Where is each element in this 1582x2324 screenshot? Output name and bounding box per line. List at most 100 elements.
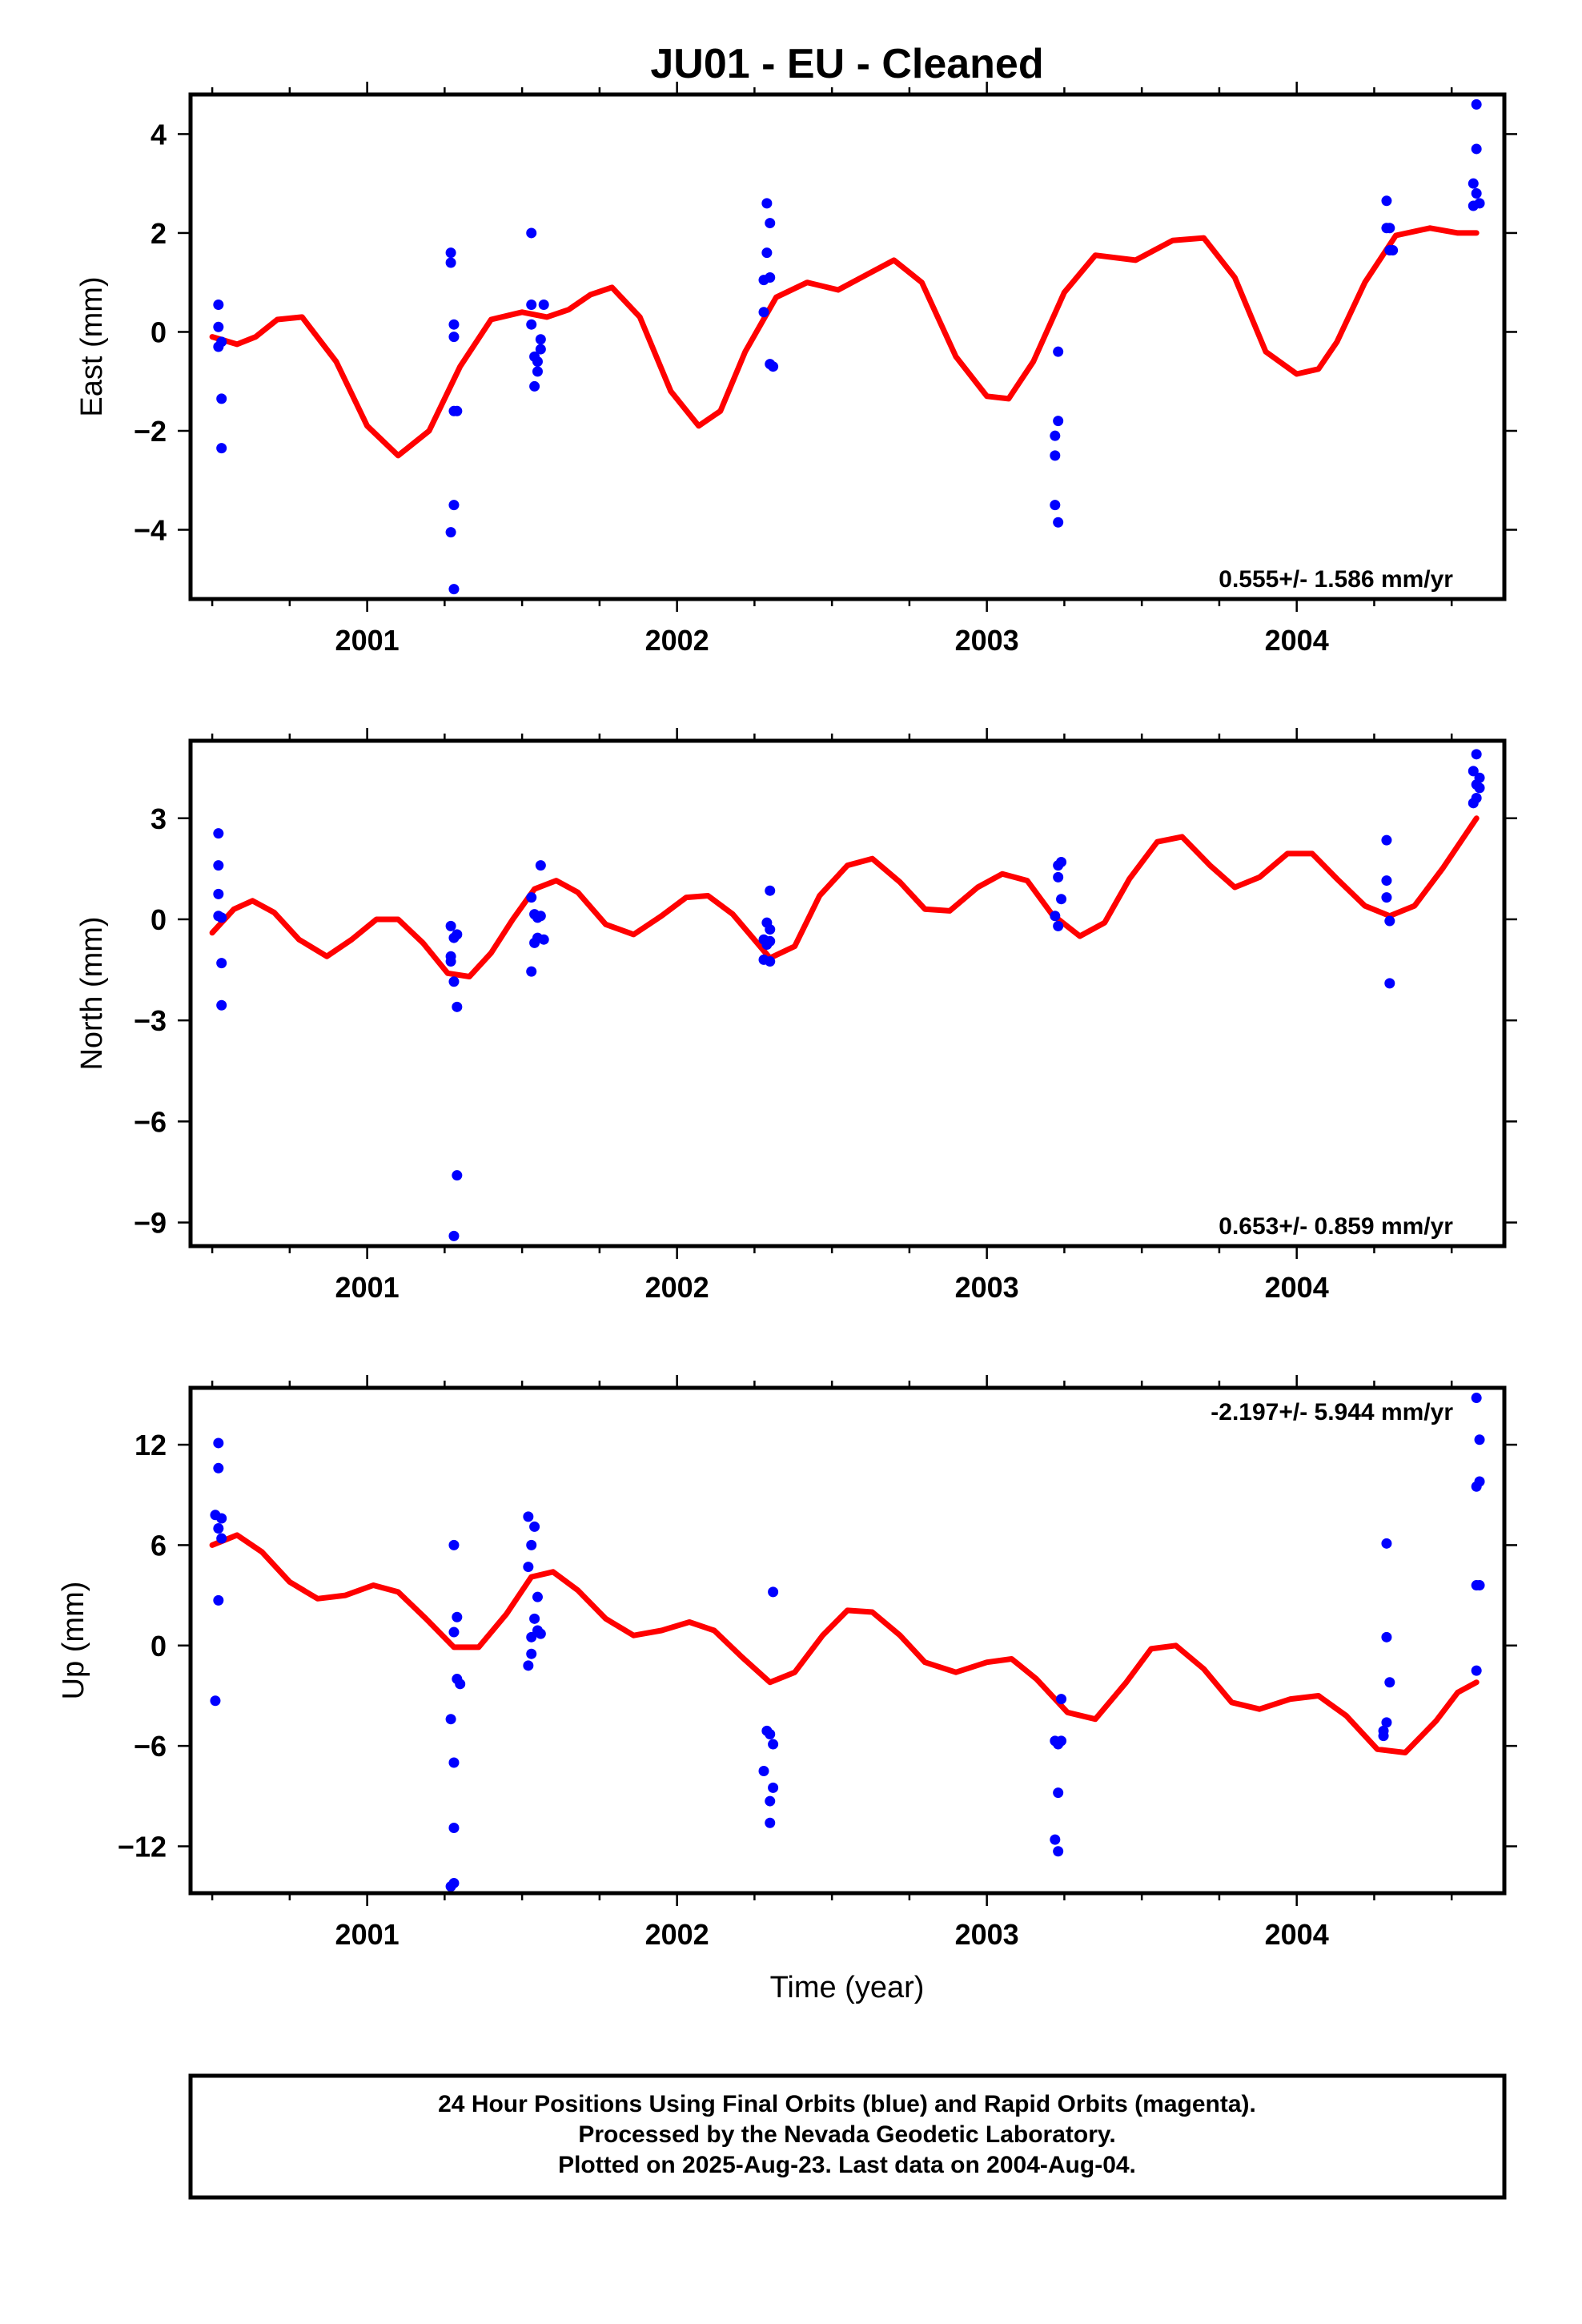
data-point: [213, 888, 224, 899]
data-point: [1381, 892, 1392, 903]
data-point: [216, 912, 227, 923]
data-point: [216, 443, 227, 454]
data-point: [216, 1533, 227, 1544]
data-point: [445, 527, 456, 538]
east-data: [209, 99, 1485, 595]
x-tick-label: 2004: [1265, 1918, 1329, 1951]
data-point: [758, 1765, 769, 1776]
y-tick-label: −9: [134, 1207, 167, 1240]
data-point: [1050, 1834, 1061, 1845]
y-tick-label: −12: [118, 1830, 167, 1863]
data-point: [445, 920, 456, 931]
data-point: [216, 336, 227, 348]
data-point: [1471, 1393, 1482, 1404]
data-point: [526, 1648, 537, 1659]
data-point: [1381, 834, 1392, 846]
data-point: [1053, 1846, 1064, 1857]
data-point: [445, 257, 456, 268]
data-point: [526, 319, 537, 330]
rate-annotation: 0.653+/- 0.859 mm/yr: [1219, 1213, 1453, 1240]
data-point: [1474, 1580, 1485, 1591]
y-tick-label: 6: [151, 1529, 167, 1562]
data-point: [216, 999, 227, 1011]
data-point: [448, 1823, 460, 1834]
data-point: [1471, 1481, 1482, 1492]
data-point: [216, 958, 227, 969]
data-point: [1468, 178, 1479, 189]
plot-frame: [188, 738, 1507, 1248]
data-point: [761, 939, 773, 951]
up-panel: 2001 2002 2003 2004 12 6 0 −6 −12 Up (mm) -2.197+/…: [57, 1375, 1517, 1951]
data-point: [1053, 871, 1064, 883]
data-point: [1471, 143, 1482, 155]
data-point: [765, 1729, 776, 1740]
x-tick-label: 2003: [955, 1918, 1019, 1951]
y-axis-label: North (mm): [75, 916, 109, 1070]
data-point: [448, 1757, 460, 1768]
data-point: [1050, 500, 1061, 511]
footer-line-2: Processed by the Nevada Geodetic Laborat…: [578, 2121, 1115, 2148]
data-point: [1056, 894, 1067, 905]
data-point: [529, 1521, 540, 1532]
y-tick-label: 0: [151, 1630, 167, 1663]
data-point: [765, 885, 776, 896]
data-point: [448, 332, 460, 343]
data-point: [765, 924, 776, 935]
data-point: [445, 956, 456, 967]
data-point: [768, 1739, 779, 1750]
plot-frame: [188, 1385, 1507, 1896]
x-tick-label: 2004: [1265, 1271, 1329, 1304]
data-point: [1056, 1735, 1067, 1747]
x-tick-label: 2001: [335, 1271, 400, 1304]
y-tick-label: 12: [135, 1429, 167, 1462]
data-point: [529, 380, 540, 392]
rate-annotation: 0.555+/- 1.586 mm/yr: [1219, 566, 1453, 593]
data-point: [526, 966, 537, 977]
data-point: [526, 300, 537, 310]
data-point: [765, 218, 776, 229]
model-curve: [209, 225, 1480, 459]
data-point: [213, 1437, 224, 1449]
data-point: [758, 307, 769, 318]
data-point: [1474, 1434, 1485, 1445]
data-point: [213, 1594, 224, 1606]
data-point: [448, 319, 460, 330]
data-point: [1474, 782, 1485, 794]
y-tick-label: 2: [151, 217, 167, 250]
data-point: [1471, 99, 1482, 110]
data-point: [761, 198, 773, 209]
data-point: [538, 934, 549, 945]
data-point: [768, 361, 779, 372]
data-point: [1381, 1717, 1392, 1728]
x-tick-label: 2004: [1265, 624, 1329, 657]
data-point: [452, 929, 463, 940]
data-point: [535, 334, 546, 345]
data-point: [1381, 195, 1392, 207]
data-point: [523, 1511, 534, 1522]
model-curve: [209, 1532, 1480, 1755]
data-point: [1053, 860, 1064, 871]
data-point: [1471, 188, 1482, 199]
data-point: [213, 828, 224, 839]
data-point: [1471, 749, 1482, 760]
data-point: [1384, 978, 1395, 989]
data-point: [532, 366, 543, 377]
data-point: [1474, 198, 1485, 209]
plot-frame: [188, 92, 1507, 601]
data-point: [529, 1613, 540, 1624]
y-tick-label: 0: [151, 903, 167, 936]
data-point: [765, 956, 776, 967]
data-point: [1381, 875, 1392, 887]
data-point: [455, 1679, 466, 1690]
y-tick-label: −6: [134, 1105, 167, 1138]
data-point: [213, 300, 224, 310]
data-point: [1381, 1631, 1392, 1642]
y-axis-label: East (mm): [75, 276, 109, 416]
data-point: [1050, 450, 1061, 461]
north-data: [209, 749, 1485, 1241]
data-point: [210, 1695, 221, 1707]
x-tick-label: 2003: [955, 1271, 1019, 1304]
y-axis-label: Up (mm): [57, 1582, 90, 1700]
data-point: [213, 321, 224, 332]
